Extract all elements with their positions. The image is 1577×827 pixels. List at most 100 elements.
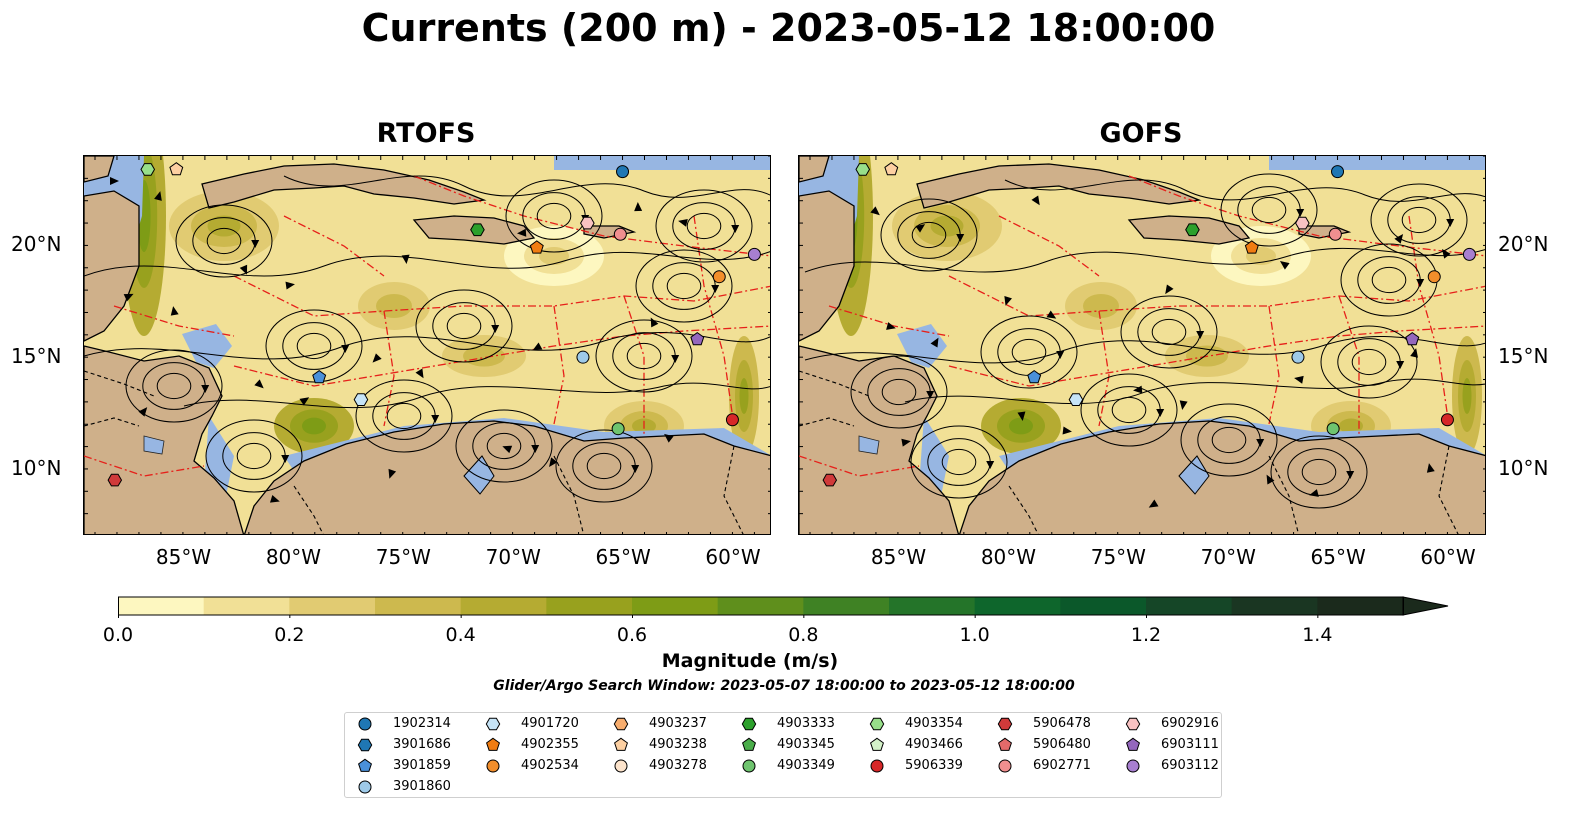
colorbar-level [632,597,719,615]
float-marker-4903333 [1185,223,1200,237]
float-markers [822,162,1476,487]
legend-label: 5906478 [1033,716,1091,731]
legend-marker-4903466 [870,737,884,751]
search-window-note: Glider/Argo Search Window: 2023-05-07 18… [493,678,1075,694]
legend-label: 4903278 [649,758,707,773]
legend-marker-4903237 [613,717,629,731]
float-marker-4902534 [1427,270,1441,284]
panel-title-rtofs: RTOFS [376,118,476,149]
float-marker-6902916 [1295,216,1310,230]
float-marker-3901860 [1291,350,1305,364]
colorbar-level [1317,597,1404,615]
lon-tick-label: 80°W [265,545,322,569]
float-marker-4901720 [353,393,369,406]
legend-label: 4902355 [521,737,579,752]
legend-label: 4901720 [521,716,579,731]
legend-label: 5906339 [905,758,963,773]
colorbar-level [889,597,976,615]
legend-marker-4903345 [742,737,756,751]
float-marker-5906478 [107,473,123,487]
legend-marker-4903354 [869,717,885,731]
legend-label: 5906480 [1033,737,1091,752]
map-panel-gofs[interactable] [798,155,1486,535]
float-marker-6903112 [1462,247,1476,261]
legend-marker-icon [1126,759,1140,773]
float-marker-5906339 [725,413,739,427]
float-marker-6903112 [747,247,761,261]
lon-tick-label: 65°W [595,545,651,569]
legend-marker-4903278 [614,759,628,773]
colorbar-tick-label: 1.4 [1302,624,1333,646]
colorbar-level [375,597,462,615]
float-marker-6903111 [1405,331,1420,346]
legend-marker-4903238 [614,737,628,751]
float-marker-6903111 [690,331,705,346]
legend-marker-icon [1125,717,1141,731]
legend-marker-icon [358,758,372,772]
colorbar-bar [118,596,1449,618]
float-legend: 1902314 3901686 3901859 3901860 4901720 49023… [344,712,1222,798]
legend-marker-icon [997,717,1013,731]
lon-tick-label: 75°W [1090,545,1146,569]
land [799,156,1485,534]
panel-title-gofs: GOFS [1099,118,1183,149]
legend-marker-icon [358,717,372,731]
colorbar-level [460,597,547,615]
legend-label: 4903238 [649,737,707,752]
legend-marker-icon [358,780,372,794]
lat-tick-label: 20°N [11,232,62,257]
legend-marker-icon [998,759,1012,773]
colorbar-level [118,597,205,615]
float-marker-6902771 [1328,227,1342,241]
legend-marker-icon [485,717,501,731]
lon-tick-label: 60°W [705,545,761,569]
lon-tick-label: 65°W [1310,545,1366,569]
float-marker-4903349 [1326,422,1340,436]
legend-marker-5906339 [870,759,884,773]
float-markers [107,162,761,487]
colorbar-level [1060,597,1147,615]
lat-tick-label: 10°N [1498,455,1549,480]
colorbar-level [1231,597,1318,615]
legend-marker-4901720 [485,717,501,731]
map-panel-rtofs[interactable] [83,155,771,535]
legend-label: 4903349 [777,758,835,773]
frame-ticks [84,156,770,534]
legend-marker-icon [614,737,628,751]
colorbar-tick-label: 0.6 [616,624,648,646]
eez-boundaries [84,175,770,477]
legend-marker-icon [357,738,373,752]
colorbar-level [803,597,890,615]
legend-marker-icon [614,759,628,773]
legend-label: 4903333 [777,716,835,731]
legend-marker-5906480 [998,737,1012,751]
colorbar-level [1146,597,1233,615]
legend-marker-6903111 [1126,737,1140,751]
colorbar-tick-label: 0.2 [274,624,305,646]
legend-label: 4903237 [649,716,707,731]
colorbar-level [203,597,290,615]
lon-tick-label: 85°W [870,545,927,569]
legend-label: 4903354 [905,716,963,731]
float-marker-3901860 [576,350,590,364]
legend-label: 6903112 [1161,758,1219,773]
lon-tick-label: 85°W [155,545,212,569]
currents-map-gofs [799,156,1485,534]
lat-tick-label: 20°N [1498,232,1549,257]
legend-marker-3901859 [358,758,372,772]
colorbar-tick-label: 1.0 [959,624,990,646]
legend-marker-4902355 [486,737,500,751]
float-marker-4903354 [140,163,156,176]
lon-tick-label: 70°W [1200,545,1256,569]
national-borders [799,370,1459,534]
float-marker-5906478 [822,473,838,487]
legend-marker-6903112 [1126,759,1140,773]
legend-marker-icon [741,717,757,731]
lat-tick-label: 15°N [1498,344,1549,369]
legend-marker-4903349 [742,759,756,773]
figure-title: Currents (200 m) - 2023-05-12 18:00:00 [361,6,1216,50]
float-marker-4901720 [1068,393,1084,406]
lon-tick-label: 70°W [485,545,541,569]
legend-marker-6902916 [1125,717,1141,731]
colorbar-level [289,597,376,615]
